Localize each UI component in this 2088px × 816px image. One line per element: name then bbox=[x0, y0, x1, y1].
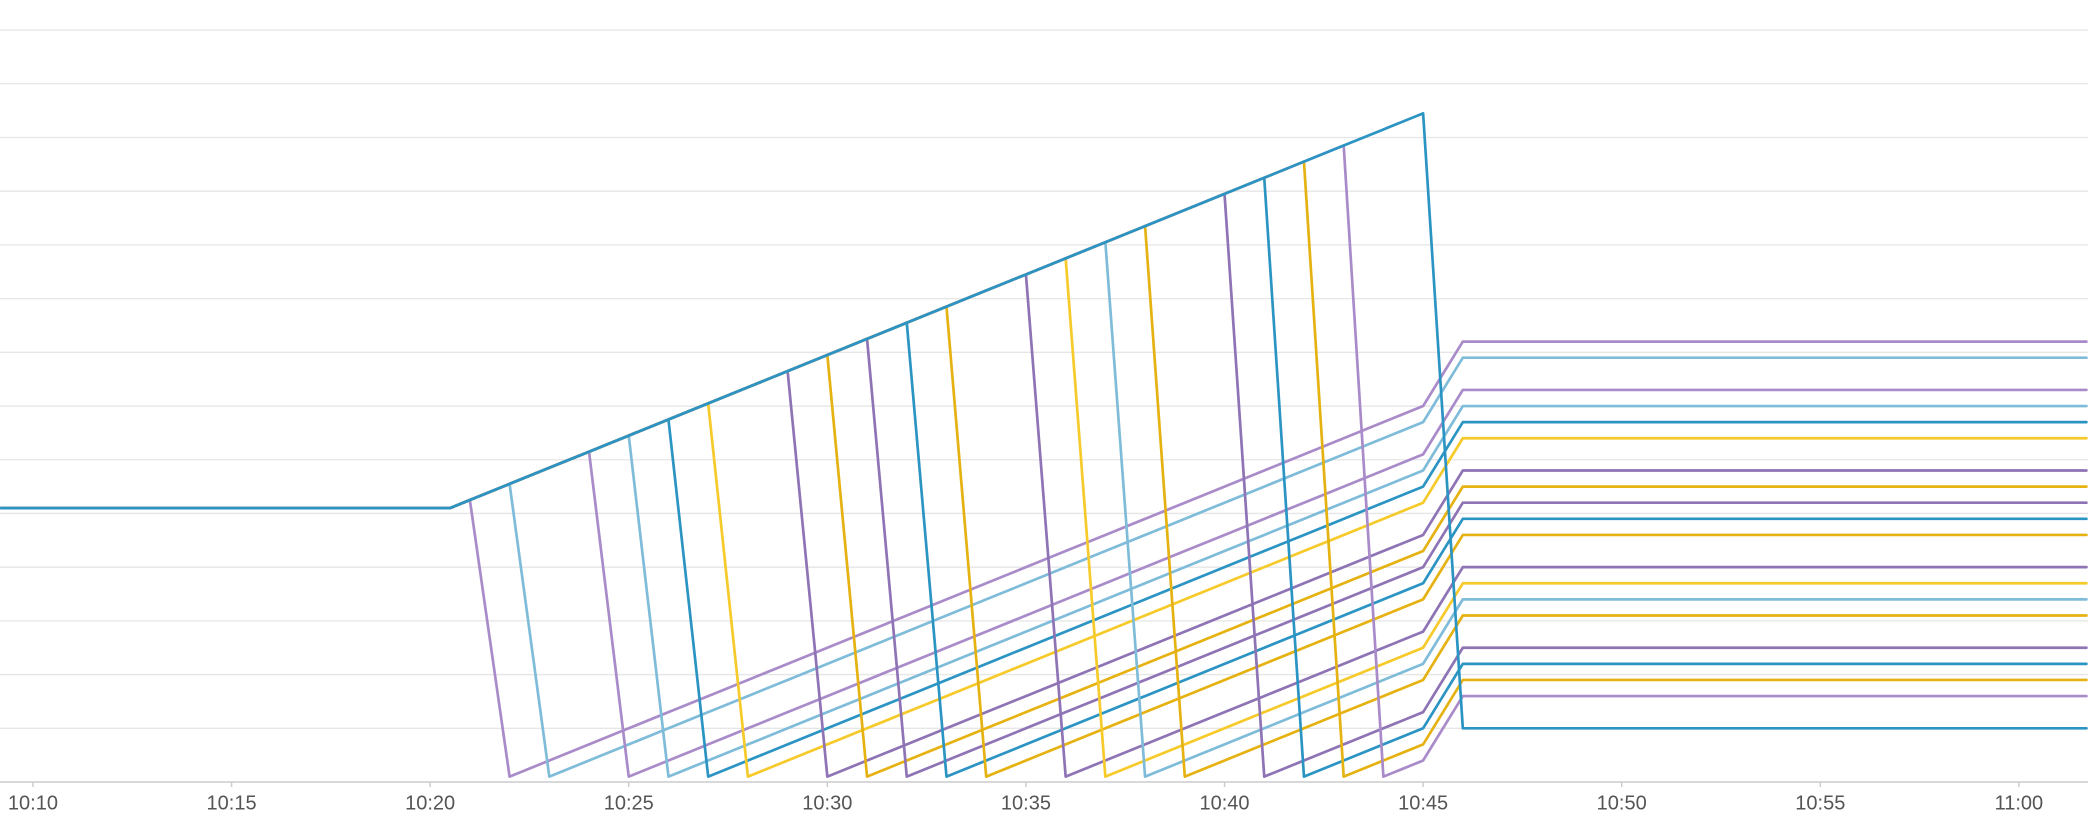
x-tick-label: 10:25 bbox=[604, 792, 654, 814]
series-line bbox=[0, 337, 2088, 778]
x-tick-label: 10:50 bbox=[1597, 792, 1647, 814]
x-tick-label: 10:45 bbox=[1398, 792, 1448, 814]
series-line bbox=[0, 273, 2088, 778]
series-line bbox=[0, 369, 2088, 778]
x-tick-label: 11:00 bbox=[1995, 792, 2044, 814]
x-tick-label: 10:40 bbox=[1199, 792, 1249, 814]
x-tick-label: 10:30 bbox=[802, 792, 852, 814]
x-tick-label: 10:10 bbox=[8, 792, 58, 814]
x-tick-label: 10:15 bbox=[207, 792, 257, 814]
series-line bbox=[0, 144, 2088, 778]
x-tick-label: 10:20 bbox=[405, 792, 455, 814]
x-tick-label: 10:55 bbox=[1795, 792, 1845, 814]
series-line bbox=[0, 111, 2088, 730]
series-line bbox=[0, 340, 2088, 778]
x-axis: 10:10 10:15 10:20 10:25 10:30 10:35 10:40 10:45… bbox=[0, 781, 2088, 814]
series-line bbox=[0, 356, 2088, 778]
plot-area bbox=[0, 111, 2088, 778]
x-tick-label: 10:35 bbox=[1001, 792, 1051, 814]
